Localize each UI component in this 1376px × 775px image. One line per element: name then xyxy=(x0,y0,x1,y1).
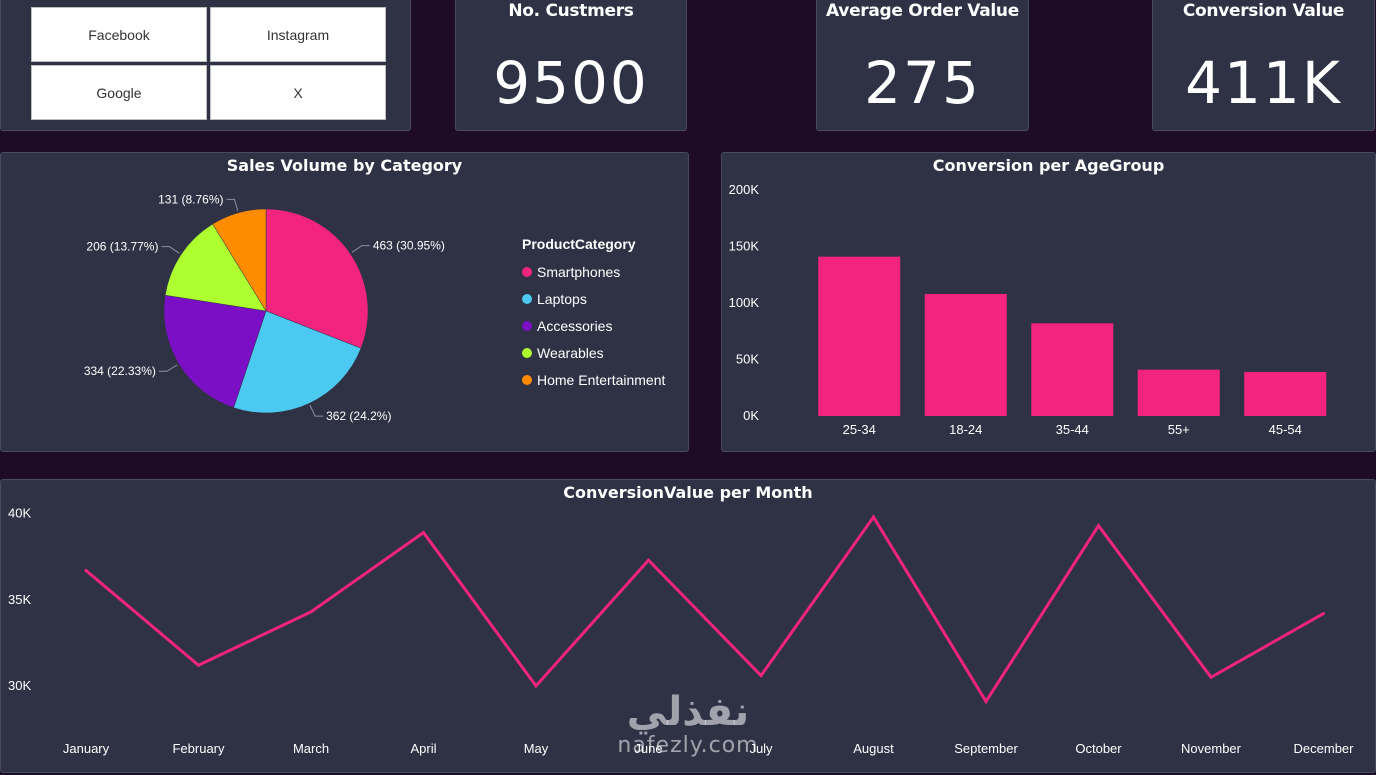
line-point-february[interactable] xyxy=(197,663,200,667)
x-tick-label-august: August xyxy=(853,741,894,756)
legend-dot xyxy=(522,293,532,304)
y-tick-label: 150K xyxy=(729,239,760,254)
pie-slice-accessories[interactable] xyxy=(163,294,267,409)
y-tick-label: 40K xyxy=(8,506,31,521)
legend-label: Smartphones xyxy=(537,263,621,280)
pie-chart-title: Sales Volume by Category xyxy=(226,156,463,175)
bar-18-24[interactable] xyxy=(924,293,1007,416)
x-tick-label: 35-44 xyxy=(1056,422,1089,437)
legend-dot xyxy=(522,347,532,358)
bar-chart-title: Conversion per AgeGroup xyxy=(932,156,1165,175)
kpi-title: Conversion Value xyxy=(1182,1,1345,21)
pie-data-label: 131 (8.76%) xyxy=(158,192,223,206)
line-point-december[interactable] xyxy=(1322,612,1325,616)
y-tick-label: 200K xyxy=(729,182,760,197)
pie-leader-line xyxy=(158,364,178,372)
x-tick-label-november: November xyxy=(1181,741,1242,756)
kpi-card-average-order-value: Average Order Value 275 xyxy=(816,0,1029,131)
slicer-button-google[interactable]: Google xyxy=(31,65,207,120)
legend-item-laptops[interactable]: Laptops xyxy=(522,285,665,312)
x-tick-label-december: December xyxy=(1294,741,1355,756)
legend-label: Wearables xyxy=(537,344,604,361)
pie-slice-smartphones[interactable] xyxy=(265,208,369,349)
pie-slice-home-entertainment[interactable] xyxy=(212,208,267,312)
line-chart: 30K 35K 40K January February March April May Jun… xyxy=(8,506,1355,756)
slicer-button-x[interactable]: X xyxy=(210,65,386,120)
line-point-may[interactable] xyxy=(534,684,538,688)
kpi-value: 9500 xyxy=(493,49,649,117)
pie-leader-line xyxy=(161,246,180,254)
x-tick-label: 45-54 xyxy=(1269,422,1302,437)
platform-slicer-card: Facebook Instagram Google X xyxy=(0,0,411,131)
x-tick-label: 55+ xyxy=(1168,422,1190,437)
line-point-april[interactable] xyxy=(422,531,425,535)
line-chart-title: ConversionValue per Month xyxy=(563,483,813,502)
x-tick-label-april: April xyxy=(410,741,436,756)
pie-slice-wearables[interactable] xyxy=(164,223,267,312)
line-point-june[interactable] xyxy=(647,558,650,562)
bar-45-54[interactable] xyxy=(1244,371,1327,416)
x-tick-label-june: June xyxy=(634,741,662,756)
pie-leader-line xyxy=(226,198,239,212)
legend-dot xyxy=(522,266,532,277)
x-tick-label-february: February xyxy=(172,741,225,756)
line-point-august[interactable] xyxy=(872,515,875,519)
kpi-value: 411K xyxy=(1185,49,1342,117)
kpi-card-conversion-value: Conversion Value 411K xyxy=(1152,0,1375,131)
line-point-september[interactable] xyxy=(984,699,988,703)
line-point-march[interactable] xyxy=(309,610,313,614)
line-point-july[interactable] xyxy=(759,674,763,678)
y-tick-label: 50K xyxy=(736,352,759,367)
x-tick-label-march: March xyxy=(293,741,329,756)
platform-slicer: Facebook Instagram Google X xyxy=(31,7,386,121)
conversion-value-line[interactable] xyxy=(84,514,1325,705)
legend-label: Home Entertainment xyxy=(537,371,666,388)
legend-item-wearables[interactable]: Wearables xyxy=(522,339,665,366)
line-point-january[interactable] xyxy=(84,568,88,572)
x-tick-label-january: January xyxy=(63,741,110,756)
line-point-november[interactable] xyxy=(1209,675,1213,679)
pie-legend: ProductCategory Smartphones Laptops Acce… xyxy=(522,236,665,393)
line-point-october[interactable] xyxy=(1097,524,1100,528)
x-tick-label-september: September xyxy=(954,741,1018,756)
x-tick-label-may: May xyxy=(524,741,549,756)
pie-leader-line xyxy=(309,405,324,417)
x-tick-label: 18-24 xyxy=(949,422,982,437)
legend-item-accessories[interactable]: Accessories xyxy=(522,312,665,339)
pie-data-label: 463 (30.95%) xyxy=(373,239,445,253)
x-tick-label-october: October xyxy=(1075,741,1122,756)
x-tick-label-july: July xyxy=(749,741,773,756)
x-tick-label: 25-34 xyxy=(843,422,876,437)
bar-35-44[interactable] xyxy=(1031,323,1114,416)
legend-dot xyxy=(522,320,532,331)
line-chart-card: ConversionValue per Month xyxy=(0,479,1376,773)
legend-label: Accessories xyxy=(537,317,613,334)
kpi-title: No. Custmers xyxy=(508,1,634,21)
legend-title: ProductCategory xyxy=(522,236,636,252)
pie-chart: 463 (30.95%) 362 (24.2%) 334 (22.33%) 206 (… xyxy=(84,192,445,423)
slicer-button-facebook[interactable]: Facebook xyxy=(31,7,207,62)
slicer-button-instagram[interactable]: Instagram xyxy=(210,7,386,62)
legend-label: Laptops xyxy=(537,290,587,307)
bar-25-34[interactable] xyxy=(818,256,901,416)
y-tick-label: 0K xyxy=(743,408,759,423)
pie-data-label: 206 (13.77%) xyxy=(86,240,158,254)
bar-chart: 0K 50K 100K 150K 200K 25-34 18-24 35-44 55+ 45-54 xyxy=(729,182,1327,437)
bar-55[interactable] xyxy=(1137,369,1220,416)
y-tick-label: 35K xyxy=(8,592,31,607)
legend-dot xyxy=(522,374,532,385)
y-tick-label: 30K xyxy=(8,678,31,693)
legend-item-home-entertainment[interactable]: Home Entertainment xyxy=(522,366,665,393)
pie-slice-laptops[interactable] xyxy=(233,310,362,414)
kpi-value: 275 xyxy=(864,49,981,117)
pie-data-label: 362 (24.2%) xyxy=(326,409,391,423)
pie-leader-line xyxy=(351,245,370,253)
kpi-card-customers: No. Custmers 9500 xyxy=(455,0,687,131)
kpi-title: Average Order Value xyxy=(826,1,1019,21)
legend-item-smartphones[interactable]: Smartphones xyxy=(522,258,665,285)
y-tick-label: 100K xyxy=(729,295,760,310)
pie-data-label: 334 (22.33%) xyxy=(84,364,156,378)
